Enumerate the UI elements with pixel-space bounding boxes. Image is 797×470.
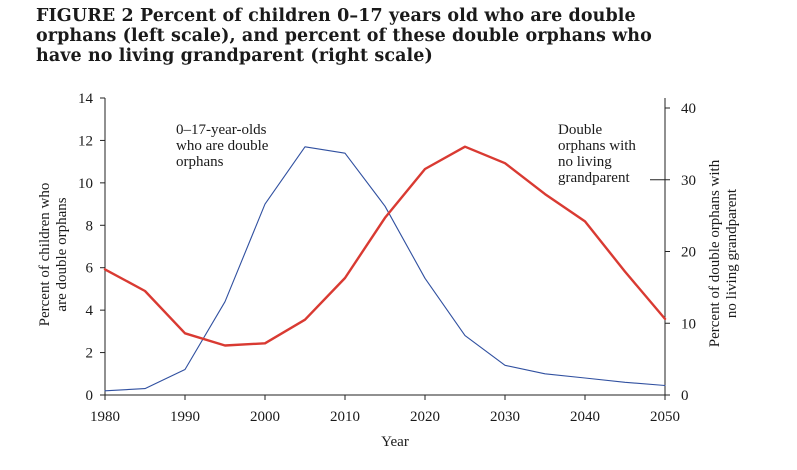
y-right-tick-label: 10	[681, 316, 696, 332]
y-right-tick-label: 20	[681, 245, 696, 261]
x-tick-label: 1980	[90, 409, 120, 425]
x-axis-title: Year	[381, 434, 409, 450]
x-tick-label: 2050	[650, 409, 680, 425]
series-label-no-grandparent: Double orphans with no living grandparent	[558, 122, 636, 186]
axes: 1980 1990 2000 2010 2020 2030 2040 205002468101…	[78, 91, 696, 425]
y-left-tick-label: 8	[86, 218, 94, 234]
y-right-axis-title-line: Percent of double orphans with	[707, 159, 723, 347]
y-left-tick-label: 0	[86, 388, 94, 404]
y-right-tick-label: 40	[681, 101, 696, 117]
figure-title: FIGURE 2 Percent of children 0–17 years …	[36, 6, 776, 66]
y-left-axis-title-line: Percent of children who	[37, 183, 53, 327]
series-label-double-orphans-line: orphans	[176, 154, 224, 170]
y-left-tick-label: 14	[78, 91, 94, 107]
y-left-axis-title-line: are double orphans	[54, 197, 70, 311]
y-right-axis-title: Percent of double orphans withno living …	[707, 159, 740, 347]
figure-title-line-1: FIGURE 2 Percent of children 0–17 years …	[36, 6, 636, 26]
y-right-tick-label: 30	[681, 173, 696, 189]
series-label-no-grandparent-line: orphans with	[558, 138, 636, 154]
series-label-double-orphans: 0–17-year-olds who are double orphans	[176, 122, 269, 170]
y-left-tick-label: 2	[86, 346, 94, 362]
series-label-double-orphans-line: 0–17-year-olds	[176, 122, 267, 138]
y-left-axis-title: Percent of children whoare double orphan…	[37, 183, 70, 327]
series-label-no-grandparent-line: Double	[558, 122, 603, 138]
series-label-no-grandparent-line: grandparent	[558, 170, 630, 186]
x-tick-label: 2040	[570, 409, 600, 425]
y-left-tick-label: 6	[86, 261, 94, 277]
y-right-tick-label: 0	[681, 388, 689, 404]
figure-title-line-3: have no living grandparent (right scale)	[36, 46, 433, 66]
series-label-double-orphans-line: who are double	[176, 138, 269, 154]
y-left-tick-label: 10	[78, 176, 93, 192]
y-right-axis-title-line: no living grandparent	[724, 188, 740, 318]
series-lines	[103, 145, 667, 392]
y-left-tick-label: 12	[78, 133, 93, 149]
x-tick-label: 2030	[490, 409, 520, 425]
chart-labels: Year Percent of children whoare double or…	[37, 122, 740, 450]
figure-title-line-2: orphans (left scale), and percent of the…	[36, 26, 652, 46]
x-tick-label: 2000	[250, 409, 280, 425]
x-tick-label: 2010	[330, 409, 360, 425]
series-line-double-orphans	[104, 146, 666, 392]
y-left-tick-label: 4	[86, 303, 94, 319]
x-tick-label: 1990	[170, 409, 200, 425]
x-tick-label: 2020	[410, 409, 440, 425]
series-label-no-grandparent-line: no living	[558, 154, 612, 170]
series-line-no-grandparent	[103, 145, 667, 347]
